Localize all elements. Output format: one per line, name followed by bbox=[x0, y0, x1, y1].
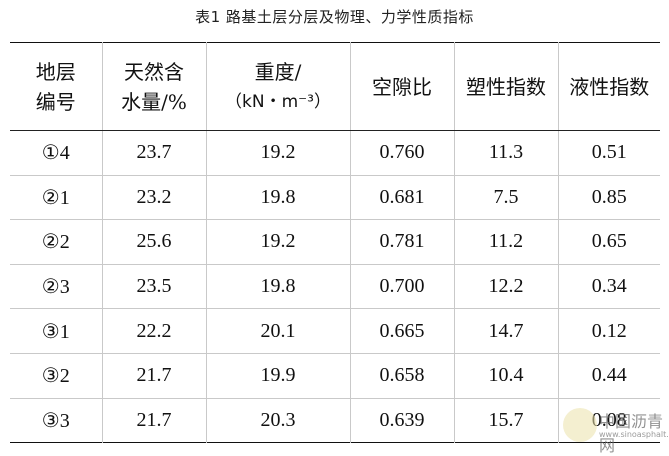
cell-liquidity: 0.51 bbox=[557, 130, 660, 176]
cell-layer: ②1 bbox=[10, 175, 102, 221]
cell-unit-weight: 19.8 bbox=[205, 175, 350, 221]
table-row: ③3 21.7 20.3 0.639 15.7 0.08 bbox=[10, 398, 660, 443]
table-row: ①4 23.7 19.2 0.760 11.3 0.51 bbox=[10, 130, 660, 176]
header-unit-weight-line1: 重度/ bbox=[254, 59, 302, 84]
cell-layer: ①4 bbox=[10, 130, 102, 176]
cell-plasticity: 11.2 bbox=[453, 219, 558, 265]
cell-moisture: 21.7 bbox=[101, 398, 206, 443]
cell-moisture: 23.7 bbox=[101, 130, 206, 176]
cell-layer: ③1 bbox=[10, 308, 102, 354]
table-row: ③2 21.7 19.9 0.658 10.4 0.44 bbox=[10, 353, 660, 399]
cell-layer: ②2 bbox=[10, 219, 102, 265]
cell-layer: ②3 bbox=[10, 264, 102, 310]
cell-liquidity: 0.34 bbox=[557, 264, 660, 310]
table-caption: 表1 路基土层分层及物理、力学性质指标 bbox=[195, 8, 474, 26]
cell-unit-weight: 19.2 bbox=[205, 130, 350, 176]
cell-unit-weight: 19.9 bbox=[205, 353, 350, 399]
cell-plasticity: 12.2 bbox=[453, 264, 558, 310]
header-unit-weight-line2: （kN・m⁻³） bbox=[225, 91, 331, 112]
header-liquidity: 液性指数 bbox=[557, 42, 660, 131]
header-layer-no-line1: 地层 bbox=[35, 59, 76, 84]
table-row: ②3 23.5 19.8 0.700 12.2 0.34 bbox=[10, 264, 660, 310]
cell-plasticity: 10.4 bbox=[453, 353, 558, 399]
cell-void-ratio: 0.781 bbox=[349, 219, 454, 265]
cell-void-ratio: 0.681 bbox=[349, 175, 454, 221]
header-layer-no-line2: 编号 bbox=[35, 89, 76, 114]
header-moisture-line2: 水量/% bbox=[121, 89, 187, 114]
cell-void-ratio: 0.760 bbox=[349, 130, 454, 176]
header-unit-weight: 重度/ （kN・m⁻³） bbox=[205, 42, 350, 131]
cell-layer: ③3 bbox=[41, 409, 70, 432]
cell-moisture: 23.2 bbox=[101, 175, 206, 221]
soil-properties-table: 地层 编号 天然含 水量/% 重度/ （kN・m⁻³） 空隙比 塑性指数 液性指… bbox=[10, 42, 660, 444]
table-row: ②1 23.2 19.8 0.681 7.5 0.85 bbox=[10, 175, 660, 221]
cell-unit-weight: 20.3 bbox=[205, 398, 350, 443]
cell-plasticity: 15.7 bbox=[453, 398, 558, 443]
cell-moisture: 21.7 bbox=[101, 353, 206, 399]
table-row: ②2 25.6 19.2 0.781 11.2 0.65 bbox=[10, 219, 660, 265]
cell-void-ratio: 0.639 bbox=[349, 398, 454, 443]
header-layer-no: 地层 编号 bbox=[10, 42, 102, 131]
cell-moisture: 25.6 bbox=[101, 219, 206, 265]
cell-liquidity: 0.85 bbox=[557, 175, 660, 221]
header-moisture: 天然含 水量/% bbox=[101, 42, 206, 131]
cell-unit-weight: 20.1 bbox=[205, 308, 350, 354]
cell-void-ratio: 0.665 bbox=[349, 308, 454, 354]
cell-liquidity: 0.65 bbox=[557, 219, 660, 265]
cell-liquidity: 0.44 bbox=[557, 353, 660, 399]
cell-unit-weight: 19.2 bbox=[205, 219, 350, 265]
cell-moisture: 22.2 bbox=[101, 308, 206, 354]
cell-layer: ③2 bbox=[10, 353, 102, 399]
table-row: ③1 22.2 20.1 0.665 14.7 0.12 bbox=[10, 308, 660, 354]
header-row: 地层 编号 天然含 水量/% 重度/ （kN・m⁻³） 空隙比 塑性指数 液性指… bbox=[10, 42, 660, 131]
cell-plasticity: 7.5 bbox=[453, 175, 558, 221]
header-moisture-line1: 天然含 bbox=[124, 59, 184, 84]
cell-void-ratio: 0.658 bbox=[349, 353, 454, 399]
cell-unit-weight: 19.8 bbox=[205, 264, 350, 310]
header-plasticity: 塑性指数 bbox=[453, 42, 558, 131]
cell-plasticity: 14.7 bbox=[453, 308, 558, 354]
cell-liquidity: 0.08 bbox=[557, 398, 660, 443]
header-void-ratio: 空隙比 bbox=[349, 42, 454, 131]
cell-plasticity: 11.3 bbox=[453, 130, 558, 176]
cell-void-ratio: 0.700 bbox=[349, 264, 454, 310]
cell-liquidity: 0.12 bbox=[557, 308, 660, 354]
cell-moisture: 23.5 bbox=[101, 264, 206, 310]
